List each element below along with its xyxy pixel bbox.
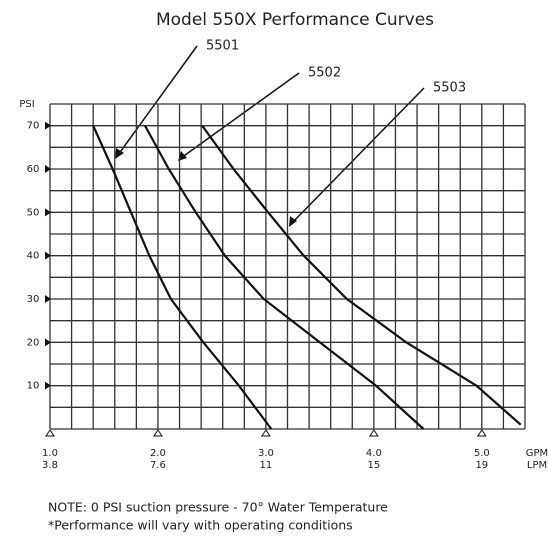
- y-tick-label: 50: [27, 207, 40, 218]
- x-tick-mark: [368, 429, 379, 437]
- y-tick-label: 60: [27, 164, 40, 175]
- y-tick-mark: [45, 165, 51, 173]
- series-label: 5503: [433, 81, 466, 96]
- y-tick-mark: [45, 381, 51, 390]
- note: NOTE: 0 PSI suction pressure - 70° Water…: [48, 500, 388, 515]
- x-tick-mark: [45, 429, 55, 437]
- x-tick-label: 3.0: [258, 448, 274, 459]
- series-label: 5502: [308, 66, 341, 81]
- y-tick-mark: [45, 338, 51, 347]
- x-tick-mark: [260, 429, 271, 437]
- curve: [92, 125, 273, 430]
- x2-tick-label: 7.6: [150, 460, 166, 471]
- y-tick-label: 30: [27, 294, 40, 305]
- arrowheads: [115, 148, 297, 227]
- chart-title: Model 550X Performance Curves: [156, 10, 434, 30]
- curve: [201, 125, 522, 426]
- x-tick-mark: [153, 429, 163, 437]
- x2-axis-label: LPM: [527, 460, 547, 471]
- y-tick-mark: [45, 295, 51, 303]
- y-tick-mark: [45, 121, 51, 130]
- curve: [144, 125, 425, 430]
- y-tick-label: 40: [27, 251, 40, 262]
- x2-tick-label: 19: [475, 460, 488, 471]
- x-tick-mark: [476, 429, 487, 437]
- annotation-arrows: [117, 45, 425, 224]
- x2-tick-label: 3.8: [42, 460, 58, 471]
- series-label: 5501: [206, 39, 239, 54]
- x-tick-label: 5.0: [474, 448, 490, 459]
- y-axis-label: PSI: [19, 99, 34, 110]
- y-tick-mark: [45, 251, 51, 260]
- y-tick-label: 10: [27, 381, 40, 392]
- x2-tick-label: 15: [367, 460, 380, 471]
- note: *Performance will vary with operating co…: [48, 518, 353, 533]
- x-tick-label: 1.0: [42, 448, 58, 459]
- x-tick-label: 4.0: [366, 448, 382, 459]
- y-tick-mark: [45, 208, 51, 217]
- y-tick-label: 20: [27, 337, 40, 348]
- x2-tick-label: 11: [260, 460, 273, 471]
- x-tick-label: 2.0: [150, 448, 166, 459]
- x-axis-label: GPM: [526, 448, 548, 459]
- y-tick-label: 70: [27, 121, 40, 132]
